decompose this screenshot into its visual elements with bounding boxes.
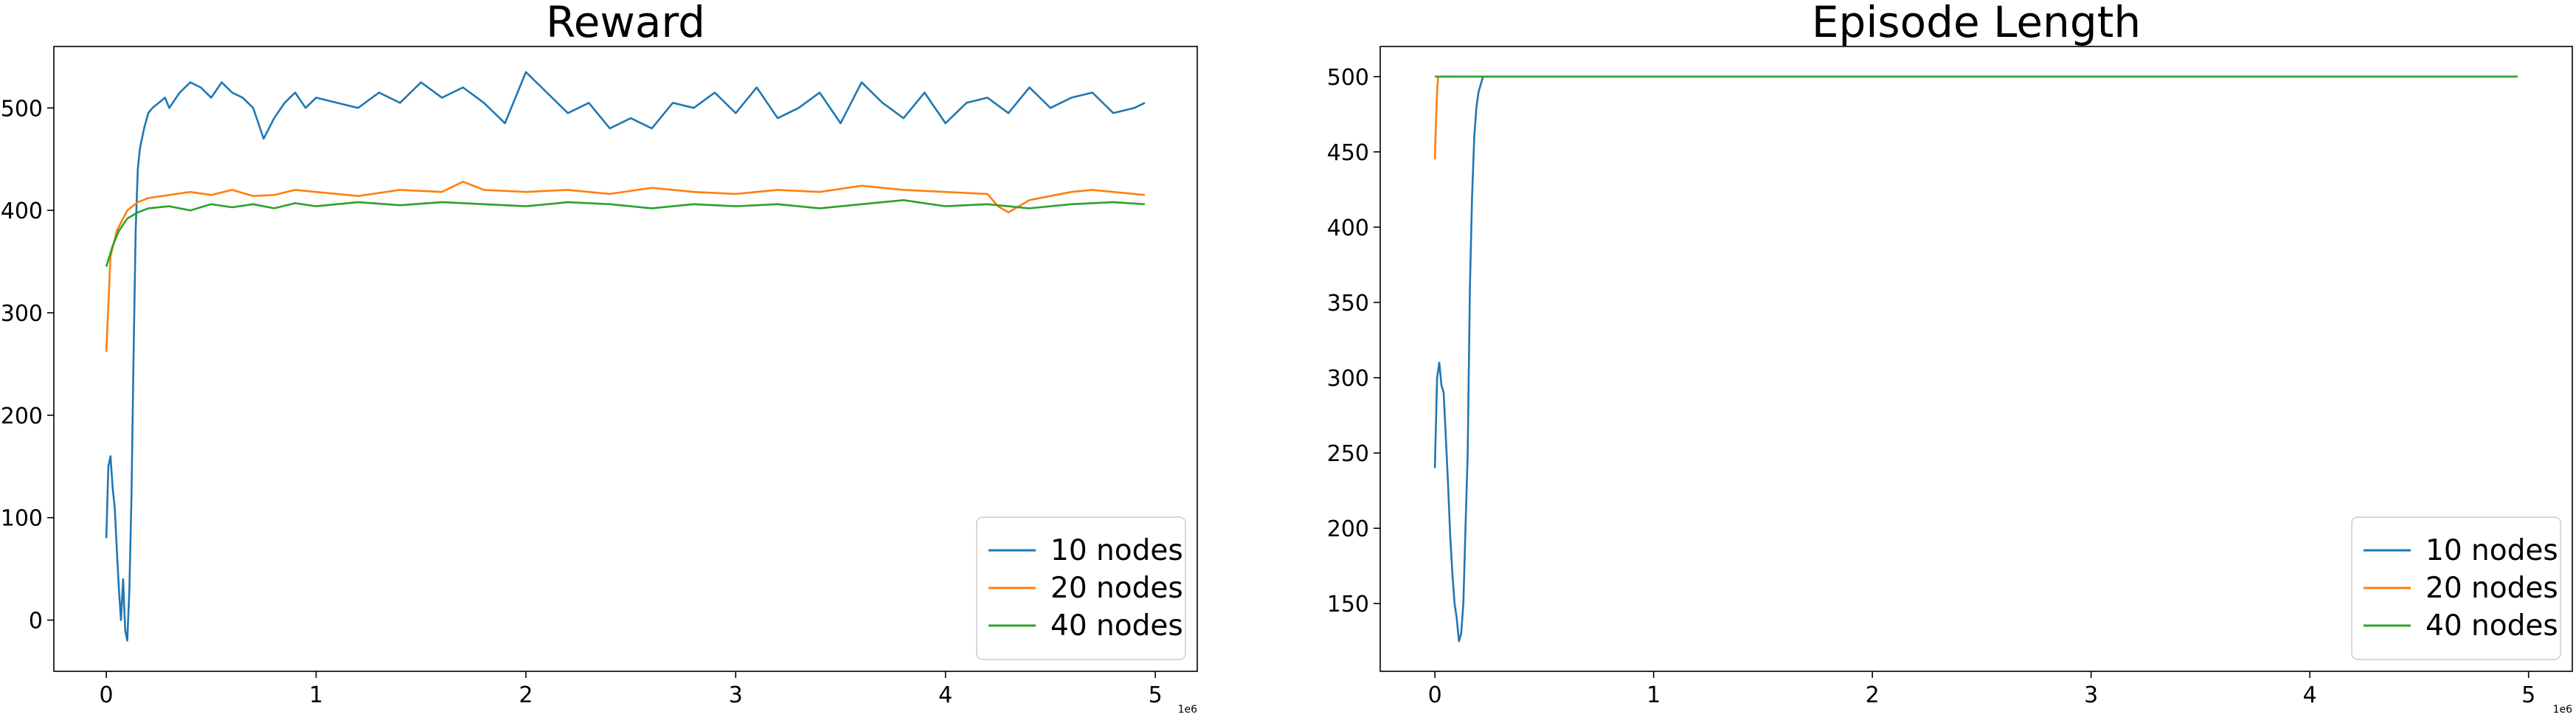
episode-length-chart: Episode Length 0 1 2 3 4 5 1e6 150 200 250 300 350 40…	[1327, 0, 2573, 716]
y-tick-label: 400	[1327, 215, 1369, 241]
plot-frame	[53, 46, 1198, 672]
plot-frame	[1379, 46, 2573, 672]
x-tick-label: 3	[729, 682, 743, 708]
x-tick-label: 0	[1428, 682, 1442, 708]
x-tick-label: 5	[2521, 682, 2535, 708]
x-tick-label: 2	[519, 682, 533, 708]
chart-title: Episode Length	[1812, 0, 2141, 47]
reward-chart: Reward 0 1 2 3 4 5 1e6 0 100 200 300 400 500 10 nodes 2…	[1, 0, 1198, 716]
x-tick-label: 3	[2084, 682, 2098, 708]
series-line-20-nodes	[1433, 75, 1457, 160]
x-tick-label: 1	[309, 682, 323, 708]
y-tick-label: 400	[1, 198, 43, 224]
series-line-10-nodes	[105, 71, 1146, 642]
y-tick-label: 0	[29, 609, 43, 634]
y-tick-label: 250	[1327, 441, 1369, 467]
legend: 10 nodes 20 nodes 40 nodes	[2351, 516, 2561, 660]
legend-box	[976, 516, 1186, 660]
series-line-20-nodes	[105, 181, 1146, 352]
legend-entry: 40 nodes	[1050, 609, 1183, 643]
legend-entry: 20 nodes	[1050, 572, 1183, 605]
y-tick-label: 500	[1327, 65, 1369, 91]
legend-box	[2351, 516, 2561, 660]
y-tick-label: 100	[1, 506, 43, 532]
series-group	[105, 71, 1146, 642]
series-line-10-nodes	[1433, 75, 1486, 643]
x-tick-label: 4	[2303, 682, 2317, 708]
legend-entry: 20 nodes	[2426, 572, 2558, 605]
x-tick-label: 4	[938, 682, 952, 708]
chart-title: Reward	[546, 0, 705, 47]
legend-entry: 40 nodes	[2426, 609, 2558, 643]
legend-entry: 10 nodes	[1050, 534, 1183, 567]
legend: 10 nodes 20 nodes 40 nodes	[976, 516, 1186, 660]
y-tick-label: 500	[1, 96, 43, 122]
y-tick-label: 450	[1327, 140, 1369, 166]
series-group	[1433, 75, 2518, 643]
x-tick-label: 5	[1149, 682, 1163, 708]
x-offset-label: 1e6	[1178, 704, 1198, 716]
series-line-40-nodes	[105, 198, 1145, 267]
x-offset-label: 1e6	[2553, 704, 2573, 716]
y-tick-label: 200	[1327, 516, 1369, 542]
legend-entry: 10 nodes	[2426, 534, 2558, 567]
y-tick-label: 200	[1, 404, 43, 429]
y-tick-label: 350	[1327, 291, 1369, 316]
x-tick-label: 0	[100, 682, 114, 708]
y-tick-label: 150	[1327, 592, 1369, 617]
y-tick-label: 300	[1, 301, 43, 327]
x-tick-label: 1	[1647, 682, 1661, 708]
y-tick-label: 300	[1327, 366, 1369, 392]
x-tick-label: 2	[1866, 682, 1880, 708]
